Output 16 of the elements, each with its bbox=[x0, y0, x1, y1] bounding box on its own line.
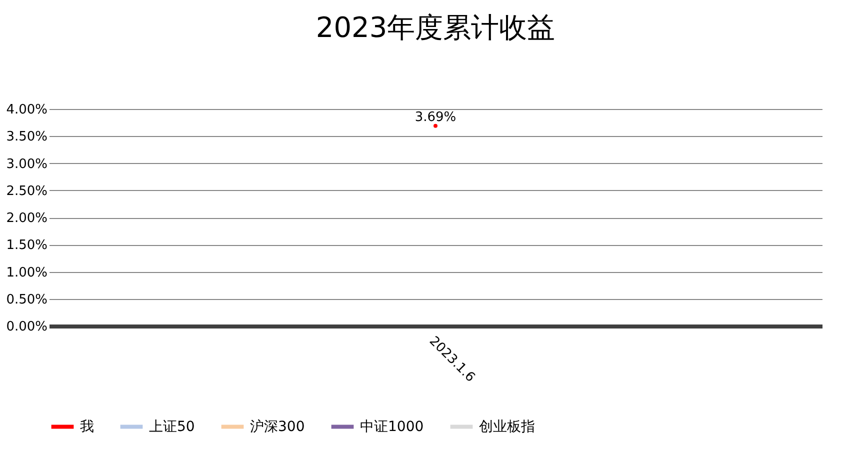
y-tick-label: 2.00% bbox=[6, 211, 48, 226]
chart-title: 2023年度累计收益 bbox=[316, 11, 556, 44]
y-tick-label: 0.50% bbox=[6, 292, 48, 308]
legend-label: 沪深300 bbox=[250, 418, 305, 435]
y-tick-label: 4.00% bbox=[6, 102, 48, 118]
y-tick-label: 0.00% bbox=[6, 320, 48, 334]
y-tick-label: 3.50% bbox=[6, 130, 48, 145]
legend-label: 我 bbox=[80, 418, 94, 435]
legend-label: 创业板指 bbox=[479, 418, 535, 435]
legend-label: 上证50 bbox=[149, 418, 195, 435]
data-label: 3.69% bbox=[414, 110, 456, 125]
y-tick-label: 2.50% bbox=[6, 184, 48, 199]
y-tick-label: 3.00% bbox=[6, 156, 48, 172]
y-tick-label: 1.00% bbox=[6, 265, 48, 280]
y-tick-label: 1.50% bbox=[6, 238, 48, 254]
legend-label: 中证1000 bbox=[360, 418, 424, 435]
